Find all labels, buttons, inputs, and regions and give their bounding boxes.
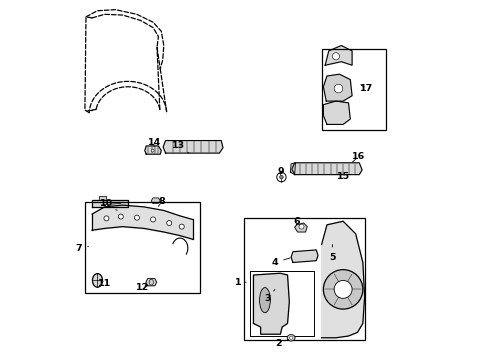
Polygon shape	[294, 223, 306, 232]
Polygon shape	[323, 74, 351, 101]
Polygon shape	[163, 140, 223, 153]
Text: 14: 14	[147, 138, 161, 147]
Text: 15: 15	[336, 172, 349, 181]
Circle shape	[333, 84, 342, 93]
Circle shape	[118, 214, 123, 219]
Text: 8: 8	[158, 197, 165, 207]
Text: 13: 13	[171, 141, 188, 153]
Bar	[249, 271, 314, 336]
Bar	[85, 202, 199, 293]
Polygon shape	[321, 221, 364, 338]
Text: 9: 9	[277, 167, 283, 176]
Polygon shape	[151, 198, 160, 203]
Bar	[244, 218, 364, 339]
Text: 16: 16	[351, 152, 365, 162]
Circle shape	[104, 216, 109, 221]
Circle shape	[333, 280, 351, 298]
Circle shape	[279, 175, 283, 179]
Text: 6: 6	[293, 217, 299, 226]
Polygon shape	[323, 101, 349, 125]
Polygon shape	[145, 279, 156, 286]
Text: 12: 12	[135, 283, 149, 292]
Ellipse shape	[289, 336, 292, 339]
Ellipse shape	[92, 274, 102, 287]
Circle shape	[332, 53, 339, 60]
Circle shape	[134, 215, 139, 220]
Text: 3: 3	[264, 289, 274, 303]
Text: 11: 11	[98, 279, 111, 288]
Polygon shape	[291, 163, 362, 175]
Polygon shape	[253, 273, 289, 334]
Bar	[321, 49, 386, 130]
Text: 10: 10	[100, 199, 117, 211]
Text: 17: 17	[359, 84, 372, 93]
Ellipse shape	[286, 334, 294, 341]
Text: 4: 4	[271, 258, 290, 267]
Polygon shape	[92, 200, 128, 207]
Polygon shape	[99, 196, 106, 200]
Polygon shape	[290, 163, 295, 175]
Circle shape	[150, 217, 155, 222]
Circle shape	[179, 224, 184, 229]
Circle shape	[276, 172, 285, 182]
Polygon shape	[290, 250, 317, 262]
Text: 5: 5	[328, 244, 335, 262]
Ellipse shape	[259, 288, 270, 313]
Text: 2: 2	[275, 339, 288, 348]
Polygon shape	[325, 45, 351, 65]
Circle shape	[166, 221, 171, 226]
Text: 7: 7	[75, 244, 88, 253]
Circle shape	[323, 270, 362, 309]
Polygon shape	[144, 146, 161, 154]
Circle shape	[298, 224, 304, 229]
Circle shape	[151, 149, 154, 152]
Text: 1: 1	[235, 278, 246, 287]
